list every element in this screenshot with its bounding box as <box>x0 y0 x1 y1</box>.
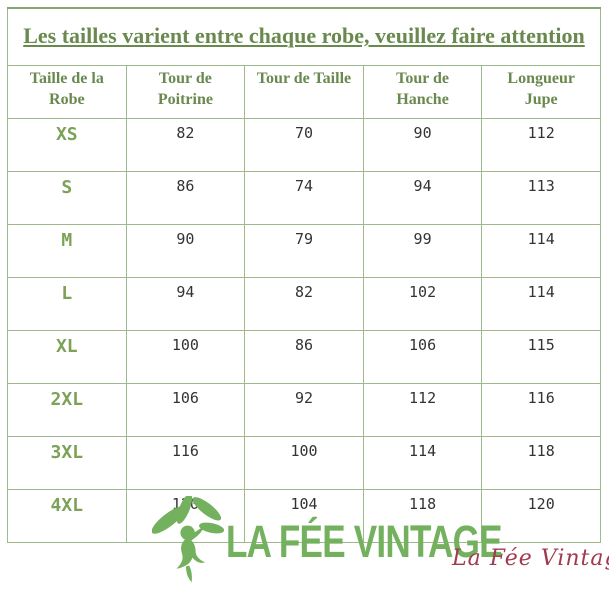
title-row: Les tailles varient entre chaque robe, v… <box>7 7 601 66</box>
skirt-length-value: 115 <box>481 330 601 384</box>
bust-value: 90 <box>125 224 246 278</box>
fairy-icon <box>152 496 225 583</box>
waist-value: 70 <box>244 118 364 172</box>
bust-value: 106 <box>125 383 246 437</box>
skirt-length-value: 120 <box>481 489 601 543</box>
header-tour-taille: Tour de Taille <box>244 65 364 119</box>
table-row-s: S 86 74 94 113 <box>7 171 601 225</box>
bust-value: 82 <box>125 118 246 172</box>
waist-value: 74 <box>244 171 364 225</box>
waist-value: 86 <box>244 330 364 384</box>
size-label: 2XL <box>7 383 127 437</box>
skirt-length-value: 118 <box>481 436 601 490</box>
table-row-l: L 94 82 102 114 <box>7 277 601 331</box>
waist-value: 79 <box>244 224 364 278</box>
header-tour-poitrine: Tour de Poitrine <box>125 65 246 119</box>
size-label: 4XL <box>7 489 127 543</box>
skirt-length-value: 114 <box>481 224 601 278</box>
hip-value: 102 <box>362 277 483 331</box>
table-title: Les tailles varient entre chaque robe, v… <box>7 7 601 66</box>
size-chart-table: Les tailles varient entre chaque robe, v… <box>7 7 601 543</box>
skirt-length-value: 112 <box>481 118 601 172</box>
waist-value: 82 <box>244 277 364 331</box>
header-longueur-jupe: Longueur Jupe <box>481 65 601 119</box>
table-row-xl: XL 100 86 106 115 <box>7 330 601 384</box>
table-row-m: M 90 79 99 114 <box>7 224 601 278</box>
brand-wordmark: LA FÉE VINTAGE <box>226 516 503 567</box>
waist-value: 100 <box>244 436 364 490</box>
brand-signature: La Fée Vintage <box>452 546 609 571</box>
hip-value: 94 <box>362 171 483 225</box>
bust-value: 116 <box>125 436 246 490</box>
table-title-text: Les tailles varient entre chaque robe, v… <box>23 23 585 49</box>
hip-value: 114 <box>362 436 483 490</box>
size-label: L <box>7 277 127 331</box>
header-tour-hanche: Tour de Hanche <box>362 65 483 119</box>
size-label: 3XL <box>7 436 127 490</box>
skirt-length-value: 113 <box>481 171 601 225</box>
hip-value: 99 <box>362 224 483 278</box>
bust-value: 94 <box>125 277 246 331</box>
hip-value: 106 <box>362 330 483 384</box>
size-label: XS <box>7 118 127 172</box>
bust-value: 100 <box>125 330 246 384</box>
hip-value: 118 <box>362 489 483 543</box>
bust-value: 86 <box>125 171 246 225</box>
size-label: S <box>7 171 127 225</box>
skirt-length-value: 116 <box>481 383 601 437</box>
table-row-4xl: 4XL 120 104 118 120 <box>7 489 601 543</box>
hip-value: 90 <box>362 118 483 172</box>
size-label: XL <box>7 330 127 384</box>
table-row-2xl: 2XL 106 92 112 116 <box>7 383 601 437</box>
header-taille-robe: Taille de la Robe <box>7 65 127 119</box>
table-row-3xl: 3XL 116 100 114 118 <box>7 436 601 490</box>
hip-value: 112 <box>362 383 483 437</box>
size-label: M <box>7 224 127 278</box>
table-row-xs: XS 82 70 90 112 <box>7 118 601 172</box>
header-row: Taille de la Robe Tour de Poitrine Tour … <box>7 65 601 119</box>
skirt-length-value: 114 <box>481 277 601 331</box>
waist-value: 92 <box>244 383 364 437</box>
brand-logo: LA FÉE VINTAGE La Fée Vintage <box>0 494 609 589</box>
